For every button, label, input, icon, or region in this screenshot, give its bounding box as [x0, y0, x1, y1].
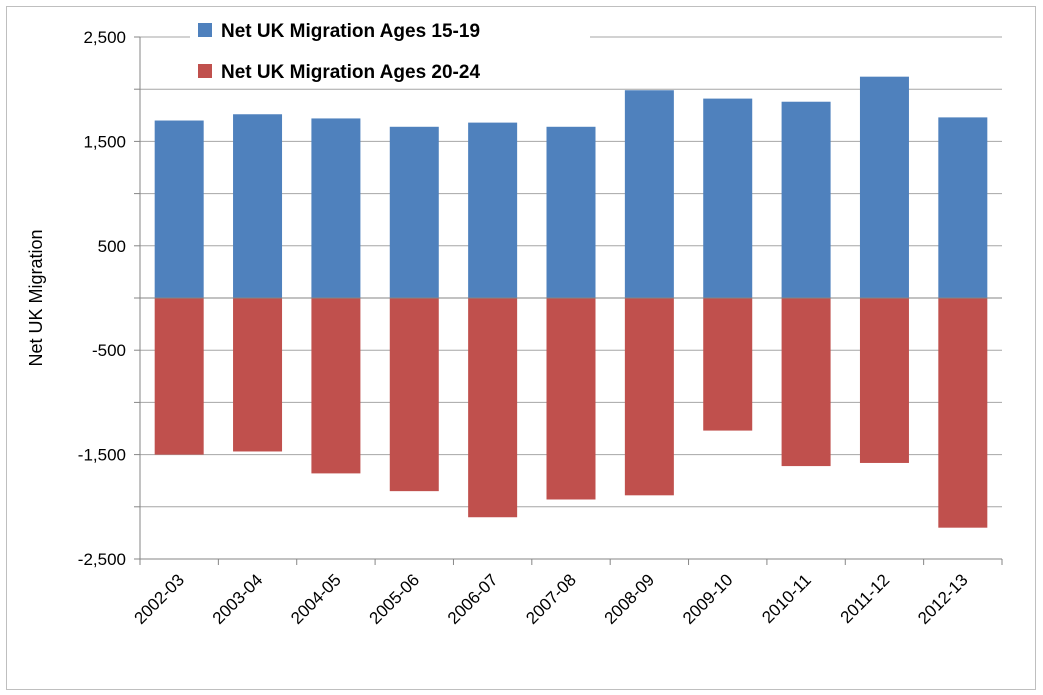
x-tick-labels: 2002-03 2003-04 2004-05 2005-06 2006-07 2007-… [130, 570, 971, 628]
x-tick-label: 2011-12 [837, 570, 894, 627]
x-tick-label: 2010-11 [758, 570, 815, 627]
y-tick-label: -1,500 [78, 446, 126, 465]
bar-ages-15-19-2010-11 [781, 101, 831, 298]
x-tick-label: 2005-06 [366, 570, 424, 628]
bars [154, 76, 988, 528]
y-axis-title: Net UK Migration [26, 229, 46, 366]
legend-label: Net UK Migration Ages 20-24 [221, 62, 480, 83]
bar-ages-20-24-2007-08 [546, 298, 596, 500]
x-tick-label: 2003-04 [209, 570, 267, 628]
bar-ages-15-19-2003-04 [233, 114, 283, 298]
x-tick-label: 2009-10 [679, 570, 737, 628]
bar-ages-20-24-2009-10 [703, 298, 753, 431]
legend-swatch [198, 23, 212, 37]
legend-backdrop [190, 28, 590, 46]
bar-ages-20-24-2010-11 [781, 298, 831, 467]
x-tick-label: 2002-03 [130, 570, 188, 628]
bar-ages-15-19-2004-05 [311, 118, 361, 298]
y-tick-label: 2,500 [83, 28, 126, 47]
bar-ages-20-24-2002-03 [154, 298, 204, 455]
y-tick-label: 500 [98, 237, 126, 256]
bar-ages-15-19-2012-13 [938, 117, 988, 298]
x-tick-label: 2008-09 [601, 570, 659, 628]
bar-ages-20-24-2004-05 [311, 298, 361, 474]
x-tick-label: 2004-05 [287, 570, 345, 628]
bar-ages-15-19-2006-07 [468, 122, 518, 298]
y-tick-label: -500 [92, 341, 126, 360]
legend: Net UK Migration Ages 15-19 Net UK Migrat… [190, 21, 590, 83]
y-tick-label: 1,500 [83, 132, 126, 151]
bar-ages-20-24-2008-09 [624, 298, 674, 496]
bar-ages-15-19-2008-09 [624, 90, 674, 298]
bar-ages-15-19-2011-12 [859, 76, 909, 298]
legend-swatch [198, 64, 212, 78]
bar-ages-15-19-2007-08 [546, 126, 596, 298]
bar-ages-15-19-2009-10 [703, 98, 753, 298]
bar-ages-20-24-2005-06 [389, 298, 439, 492]
axes [134, 36, 1003, 565]
bar-ages-20-24-2006-07 [468, 298, 518, 518]
y-tick-label: -2,500 [78, 550, 126, 569]
legend-label: Net UK Migration Ages 15-19 [221, 21, 480, 42]
x-tick-label: 2006-07 [444, 570, 502, 628]
bar-ages-20-24-2012-13 [938, 298, 988, 528]
bar-ages-15-19-2002-03 [154, 120, 204, 299]
y-tick-labels: 2,500 1,500 500 -500 -1,500 -2,500 [78, 28, 126, 569]
bar-ages-20-24-2003-04 [233, 298, 283, 452]
x-tick-label: 2007-08 [522, 570, 580, 628]
bar-ages-20-24-2011-12 [859, 298, 909, 463]
x-tick-label: 2012-13 [914, 570, 972, 628]
bar-ages-15-19-2005-06 [389, 126, 439, 298]
